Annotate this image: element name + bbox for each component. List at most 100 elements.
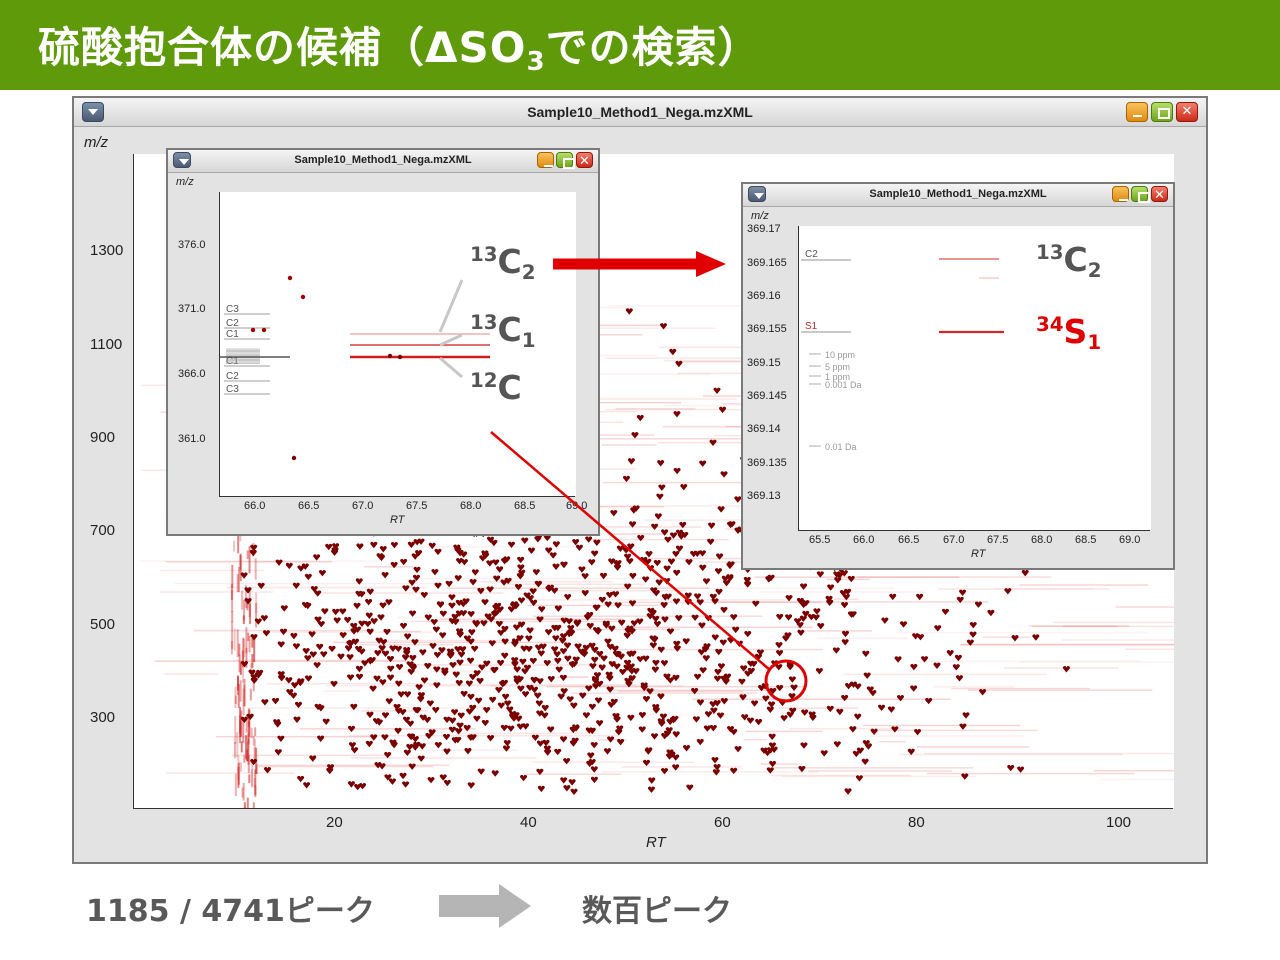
peak-marker xyxy=(382,712,389,719)
signal-streak xyxy=(241,650,244,668)
peak-marker xyxy=(696,699,704,706)
peak-marker xyxy=(921,656,928,663)
signal-streak xyxy=(917,746,1029,748)
peak-marker xyxy=(297,565,305,572)
peak-marker xyxy=(541,712,549,719)
signal-streak xyxy=(226,586,426,589)
signal-streak xyxy=(238,654,241,673)
label-12c: 12C xyxy=(470,368,522,407)
peak-marker xyxy=(672,674,680,682)
peak-marker xyxy=(730,728,738,736)
peak-marker xyxy=(720,675,728,683)
peak-marker xyxy=(370,734,378,741)
inset-right-titlebar[interactable]: Sample10_Method1_Nega.mzXML xyxy=(743,184,1173,207)
window-menu-icon[interactable] xyxy=(82,102,104,122)
minimize-icon[interactable] xyxy=(1112,186,1129,202)
peak-marker xyxy=(365,598,373,606)
signal-streak xyxy=(868,735,1025,737)
peak-marker xyxy=(809,714,817,722)
tolerance-label: 10 ppm xyxy=(825,350,855,360)
peak-marker xyxy=(521,537,529,544)
signal-streak xyxy=(246,797,249,808)
close-icon[interactable] xyxy=(1151,186,1168,203)
inset-right-plot-area[interactable]: C2 S1 10 ppm 5 ppm 1 ppm 0.001 Da 0.01 Da xyxy=(799,226,1151,530)
peak-marker xyxy=(767,747,775,754)
peak-marker xyxy=(280,628,288,636)
peak-marker xyxy=(469,673,477,681)
inset-right-window[interactable]: Sample10_Method1_Nega.mzXML m/z C2 S1 10 p… xyxy=(741,182,1175,570)
peak-marker xyxy=(776,613,784,621)
peak-marker xyxy=(475,697,483,704)
peak-marker xyxy=(314,590,322,597)
signal-streak xyxy=(1100,778,1174,781)
peak-marker xyxy=(794,618,802,625)
inset-right-y-axis xyxy=(798,226,799,530)
peak-marker xyxy=(415,550,423,557)
peak-marker xyxy=(378,645,386,652)
right-x-tick-label: 65.5 xyxy=(809,534,831,546)
signal-streak xyxy=(245,714,248,733)
signal-streak xyxy=(241,657,244,683)
peak-marker xyxy=(443,748,451,755)
peak-marker xyxy=(350,703,358,711)
peak-marker xyxy=(564,655,572,662)
signal-streak xyxy=(255,592,258,614)
peak-marker xyxy=(420,592,428,599)
peak-marker xyxy=(684,592,692,599)
signal-streak xyxy=(1124,648,1174,650)
left-x-tick-label: 68.0 xyxy=(460,500,482,512)
peak-marker xyxy=(417,696,425,703)
right-y-tick-label: 369.17 xyxy=(747,223,781,235)
maximize-icon[interactable] xyxy=(1131,186,1150,203)
peak-marker xyxy=(397,691,405,698)
signal-streak xyxy=(255,764,258,775)
peak-marker xyxy=(305,675,312,682)
maximize-icon[interactable] xyxy=(1151,102,1173,122)
maximize-icon[interactable] xyxy=(556,152,575,169)
peak-marker xyxy=(277,735,285,742)
peak-marker xyxy=(408,733,416,741)
peak-marker xyxy=(813,608,821,615)
peak-marker xyxy=(717,663,725,670)
signal-streak xyxy=(571,692,758,694)
peak-marker xyxy=(328,645,336,653)
peak-marker xyxy=(720,698,728,705)
close-icon[interactable] xyxy=(1176,102,1198,122)
peak-marker xyxy=(585,685,593,692)
peak-marker xyxy=(509,711,517,718)
peak-marker xyxy=(350,622,358,630)
minimize-icon[interactable] xyxy=(1126,102,1148,122)
window-menu-icon[interactable] xyxy=(748,186,766,202)
close-icon[interactable] xyxy=(576,152,593,169)
peak-marker xyxy=(459,646,467,653)
peak-marker xyxy=(483,660,491,667)
peak-marker xyxy=(399,772,407,780)
peak-marker xyxy=(387,665,395,672)
peak-marker xyxy=(618,619,626,627)
peak-marker xyxy=(418,743,426,750)
peak-marker xyxy=(842,593,850,601)
window-menu-icon[interactable] xyxy=(173,152,191,168)
peak-marker xyxy=(492,559,500,566)
inset-left-titlebar[interactable]: Sample10_Method1_Nega.mzXML xyxy=(168,150,598,173)
main-window-titlebar[interactable]: Sample10_Method1_Nega.mzXML xyxy=(74,98,1206,127)
peak-marker xyxy=(570,788,578,796)
peak-marker xyxy=(1062,666,1070,673)
peak-marker xyxy=(724,673,732,680)
right-y-tick-label: 369.13 xyxy=(747,490,781,502)
peak-marker xyxy=(457,712,465,719)
signal-streak xyxy=(239,661,242,675)
minimize-icon[interactable] xyxy=(537,152,554,168)
peak-marker xyxy=(800,742,808,749)
signal-streak xyxy=(241,787,244,798)
signal-streak xyxy=(243,684,246,707)
peak-marker xyxy=(447,651,455,658)
signal-streak xyxy=(429,683,637,686)
reference-line-label: C3 xyxy=(226,384,239,395)
peak-marker xyxy=(463,635,471,642)
signal-streak xyxy=(139,560,378,562)
peak-marker xyxy=(644,558,652,566)
signal-streak xyxy=(557,676,589,678)
peak-marker xyxy=(661,768,668,775)
peak-marker xyxy=(586,622,594,630)
